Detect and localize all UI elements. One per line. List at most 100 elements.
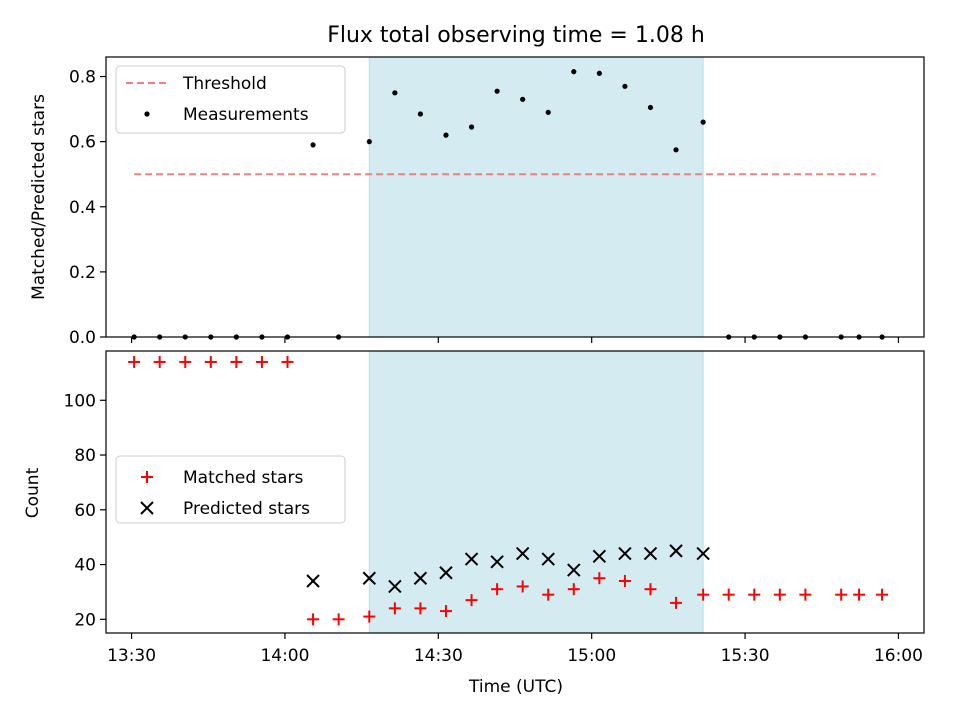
matched-star-point	[773, 588, 786, 601]
predicted-star-point	[439, 566, 453, 580]
x-axis-label: Time (UTC)	[468, 677, 563, 697]
x-stroke-b	[669, 544, 683, 558]
x-stroke-b	[439, 566, 453, 580]
x-tick-label: 14:30	[414, 646, 463, 666]
matched-star-point	[618, 574, 631, 587]
y-tick-label: 40	[74, 556, 96, 576]
observing-window-band	[368, 350, 704, 634]
x-stroke-b	[490, 555, 504, 569]
matched-star-point	[230, 355, 243, 368]
top-y-ticks: 0.0 0.2 0.4 0.6 0.8	[69, 68, 106, 348]
bottom-x-ticks: 13:30 14:00 14:30 15:00 15:30 16:00	[107, 633, 923, 666]
matched-star-point	[853, 588, 866, 601]
matched-star-point	[593, 572, 606, 585]
measurement-point	[417, 111, 424, 117]
top-axes-frame	[105, 56, 925, 338]
predicted-star-point	[618, 546, 632, 561]
matched-star-point	[153, 355, 166, 368]
predicted-star-point	[490, 555, 504, 569]
bottom-y-ticks: 20 40 60 80 100	[64, 391, 106, 630]
x-stroke-b	[618, 546, 632, 561]
predicted-star-point	[592, 549, 607, 564]
matched-star-point	[835, 588, 848, 601]
x-tick-label: 13:30	[107, 646, 156, 666]
legend-matched-swatch	[141, 471, 153, 483]
y-tick-label: 0.0	[69, 328, 96, 348]
matched-star-point	[876, 588, 889, 601]
legend-predicted-label: Predicted stars	[183, 499, 310, 519]
legend-matched-label: Matched stars	[183, 468, 303, 488]
measurement-point	[520, 96, 526, 102]
x-stroke-b	[541, 552, 555, 566]
matched-star-point	[332, 613, 345, 626]
matched-star-point	[255, 355, 268, 368]
measurement-point	[392, 90, 398, 96]
measurement-point	[468, 124, 475, 130]
measurement-point	[673, 147, 679, 153]
y-tick-label: 0.2	[69, 263, 96, 283]
x-stroke-b	[515, 546, 530, 561]
bottom-panel: 20 40 60 80 100 13:30 14:00 14:30 15:00 15:30 16:…	[23, 350, 925, 697]
x-tick-label: 14:00	[260, 646, 309, 666]
matched-star-point	[697, 588, 710, 601]
measurement-point	[622, 83, 628, 89]
y-tick-label: 100	[64, 391, 96, 411]
x-tick-label: 15:30	[721, 646, 770, 666]
matched-star-point	[465, 594, 478, 607]
x-stroke-b	[306, 574, 320, 588]
matched-star-point	[748, 588, 761, 601]
predicted-star-point	[413, 571, 428, 585]
x-stroke-b	[643, 546, 658, 561]
matched-star-point	[204, 355, 217, 368]
matched-star-point	[491, 583, 504, 596]
x-tick-label: 15:00	[567, 646, 616, 666]
top-panel: 0.00.20.40.60.8 Matched/Predicted stars …	[29, 56, 925, 348]
top-legend: Threshold Measurements	[115, 65, 346, 134]
bottom-y-axis-label: Count	[23, 467, 43, 518]
matched-star-point	[363, 610, 376, 623]
y-tick-label: 80	[74, 446, 96, 466]
y-tick-label: 0.8	[69, 68, 96, 88]
measurement-point	[571, 69, 577, 75]
top-highlight-span	[368, 56, 704, 338]
matched-star-point	[644, 583, 657, 596]
predicted-star-point	[464, 552, 479, 566]
bottom-highlight-span	[368, 350, 704, 634]
x-stroke-b	[696, 546, 710, 561]
matched-star-point	[179, 355, 192, 368]
measurement-point	[596, 70, 602, 76]
matched-star-point	[722, 588, 735, 601]
matched-star-point	[670, 596, 683, 609]
x-tick-label: 16:00	[874, 646, 923, 666]
y-tick-label: 20	[74, 610, 96, 630]
top-y-axis-label: Matched/Predicted stars	[29, 94, 49, 300]
observing-window-band	[368, 56, 704, 338]
measurement-point	[366, 139, 372, 145]
legend-predicted-swatch	[140, 501, 154, 515]
chart-title: Flux total observing time = 1.08 h	[327, 23, 705, 48]
y-tick-label: 60	[74, 501, 96, 521]
legend-measurements-swatch	[144, 111, 150, 117]
top-x-ticks	[130, 337, 900, 343]
matched-star-point	[128, 355, 141, 368]
bottom-axes-frame	[105, 350, 925, 634]
predicted-star-point	[515, 546, 530, 561]
star-count-series	[128, 355, 889, 626]
x-stroke-b	[592, 549, 607, 564]
matched-star-point	[388, 602, 401, 615]
x-stroke-b	[464, 552, 479, 566]
matched-star-point	[542, 588, 555, 601]
bottom-legend: Matched stars Predicted stars	[115, 455, 346, 524]
measurement-point	[545, 109, 551, 115]
matched-star-point	[567, 583, 580, 596]
x-stroke-b	[413, 571, 428, 585]
matched-star-point	[307, 613, 320, 626]
measurement-point	[494, 88, 500, 94]
legend-measurements-label: Measurements	[183, 105, 309, 125]
matched-star-point	[281, 355, 294, 368]
measurement-point	[310, 142, 316, 148]
y-tick-label: 0.6	[69, 133, 96, 153]
x-stroke-b	[362, 571, 377, 585]
predicted-star-point	[696, 546, 710, 561]
